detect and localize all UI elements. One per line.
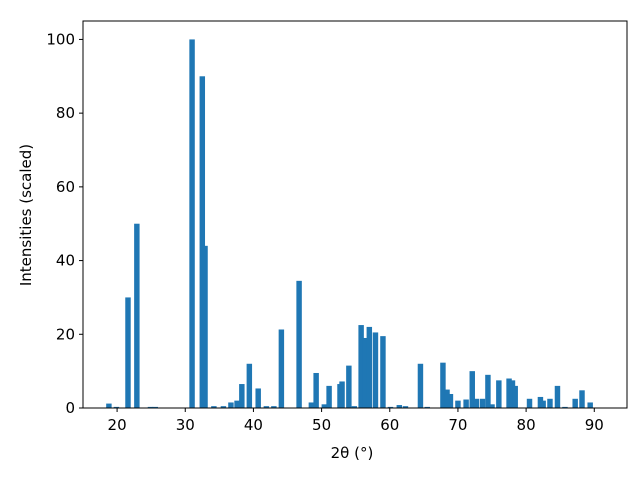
bar xyxy=(396,405,403,408)
x-tick-label: 40 xyxy=(244,416,263,434)
bar xyxy=(326,385,332,408)
y-tick-label: 20 xyxy=(56,325,75,343)
x-tick-label: 90 xyxy=(585,416,604,434)
bar xyxy=(402,406,409,408)
x-tick-label: 50 xyxy=(312,416,331,434)
bar xyxy=(387,406,394,408)
bar xyxy=(147,406,154,408)
x-tick-label: 60 xyxy=(380,416,399,434)
x-tick-label: 70 xyxy=(448,416,467,434)
bar xyxy=(239,384,245,408)
y-tick-label: 100 xyxy=(46,30,75,48)
x-axis-label: 2θ (°) xyxy=(331,444,374,462)
bar xyxy=(587,402,593,408)
bar xyxy=(485,374,491,408)
bar xyxy=(211,406,217,408)
y-tick-label: 40 xyxy=(56,252,75,270)
bar xyxy=(134,223,140,408)
bar xyxy=(358,325,364,408)
bar xyxy=(417,363,424,408)
bar xyxy=(473,398,480,408)
y-tick-label: 80 xyxy=(56,104,75,122)
y-tick-label: 60 xyxy=(56,178,75,196)
bar xyxy=(554,385,561,408)
bar xyxy=(489,404,495,408)
bar xyxy=(479,398,486,408)
bar xyxy=(506,378,512,408)
bar xyxy=(234,400,240,408)
x-tick-label: 30 xyxy=(176,416,195,434)
bar xyxy=(572,398,578,408)
bar xyxy=(372,332,379,408)
bar xyxy=(469,371,475,408)
bar xyxy=(463,399,469,408)
bar xyxy=(278,329,285,408)
bar xyxy=(263,406,270,408)
bar xyxy=(255,388,261,408)
y-tick-label: 0 xyxy=(65,399,75,417)
bar xyxy=(152,406,158,408)
bar xyxy=(547,398,553,408)
bar xyxy=(346,365,352,408)
bar xyxy=(199,76,206,409)
bar xyxy=(125,297,131,408)
x-tick-label: 80 xyxy=(517,416,536,434)
x-tick-label: 20 xyxy=(108,416,127,434)
bar xyxy=(246,363,253,408)
bar xyxy=(444,389,450,408)
bar xyxy=(579,390,585,408)
bar xyxy=(313,372,319,408)
bar xyxy=(440,362,446,408)
bar xyxy=(113,406,120,408)
bar xyxy=(228,402,234,408)
bar xyxy=(202,245,208,408)
bar xyxy=(496,380,502,408)
bar xyxy=(296,280,302,408)
bar xyxy=(537,396,544,408)
bar xyxy=(424,406,430,408)
bar xyxy=(106,403,112,408)
bar xyxy=(540,400,546,408)
bar xyxy=(526,398,533,408)
bar xyxy=(455,400,461,408)
bar xyxy=(380,336,386,408)
y-axis-label: Intensities (scaled) xyxy=(17,144,35,286)
bar xyxy=(271,406,277,408)
bar xyxy=(189,39,195,409)
bar xyxy=(447,393,454,408)
bar xyxy=(308,402,315,408)
bar xyxy=(512,385,518,408)
bar xyxy=(321,404,328,408)
bar xyxy=(366,326,373,408)
bar xyxy=(351,406,358,408)
bar xyxy=(562,406,568,408)
bar xyxy=(362,337,368,408)
bar xyxy=(220,406,227,408)
bar xyxy=(339,381,345,408)
plot-frame xyxy=(82,20,628,409)
